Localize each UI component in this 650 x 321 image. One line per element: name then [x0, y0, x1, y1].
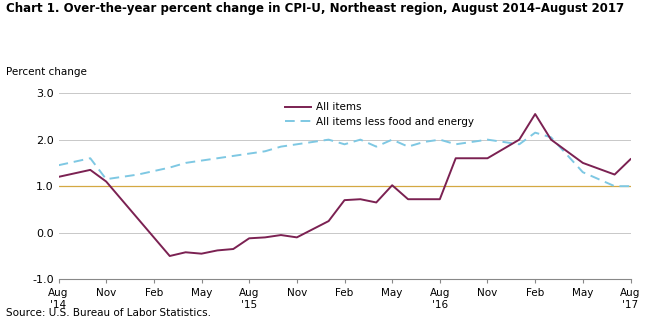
- Text: Percent change: Percent change: [6, 67, 87, 77]
- Text: Chart 1. Over-the-year percent change in CPI-U, Northeast region, August 2014–Au: Chart 1. Over-the-year percent change in…: [6, 2, 625, 14]
- Text: Source: U.S. Bureau of Labor Statistics.: Source: U.S. Bureau of Labor Statistics.: [6, 308, 211, 318]
- Legend: All items, All items less food and energy: All items, All items less food and energ…: [281, 98, 478, 131]
